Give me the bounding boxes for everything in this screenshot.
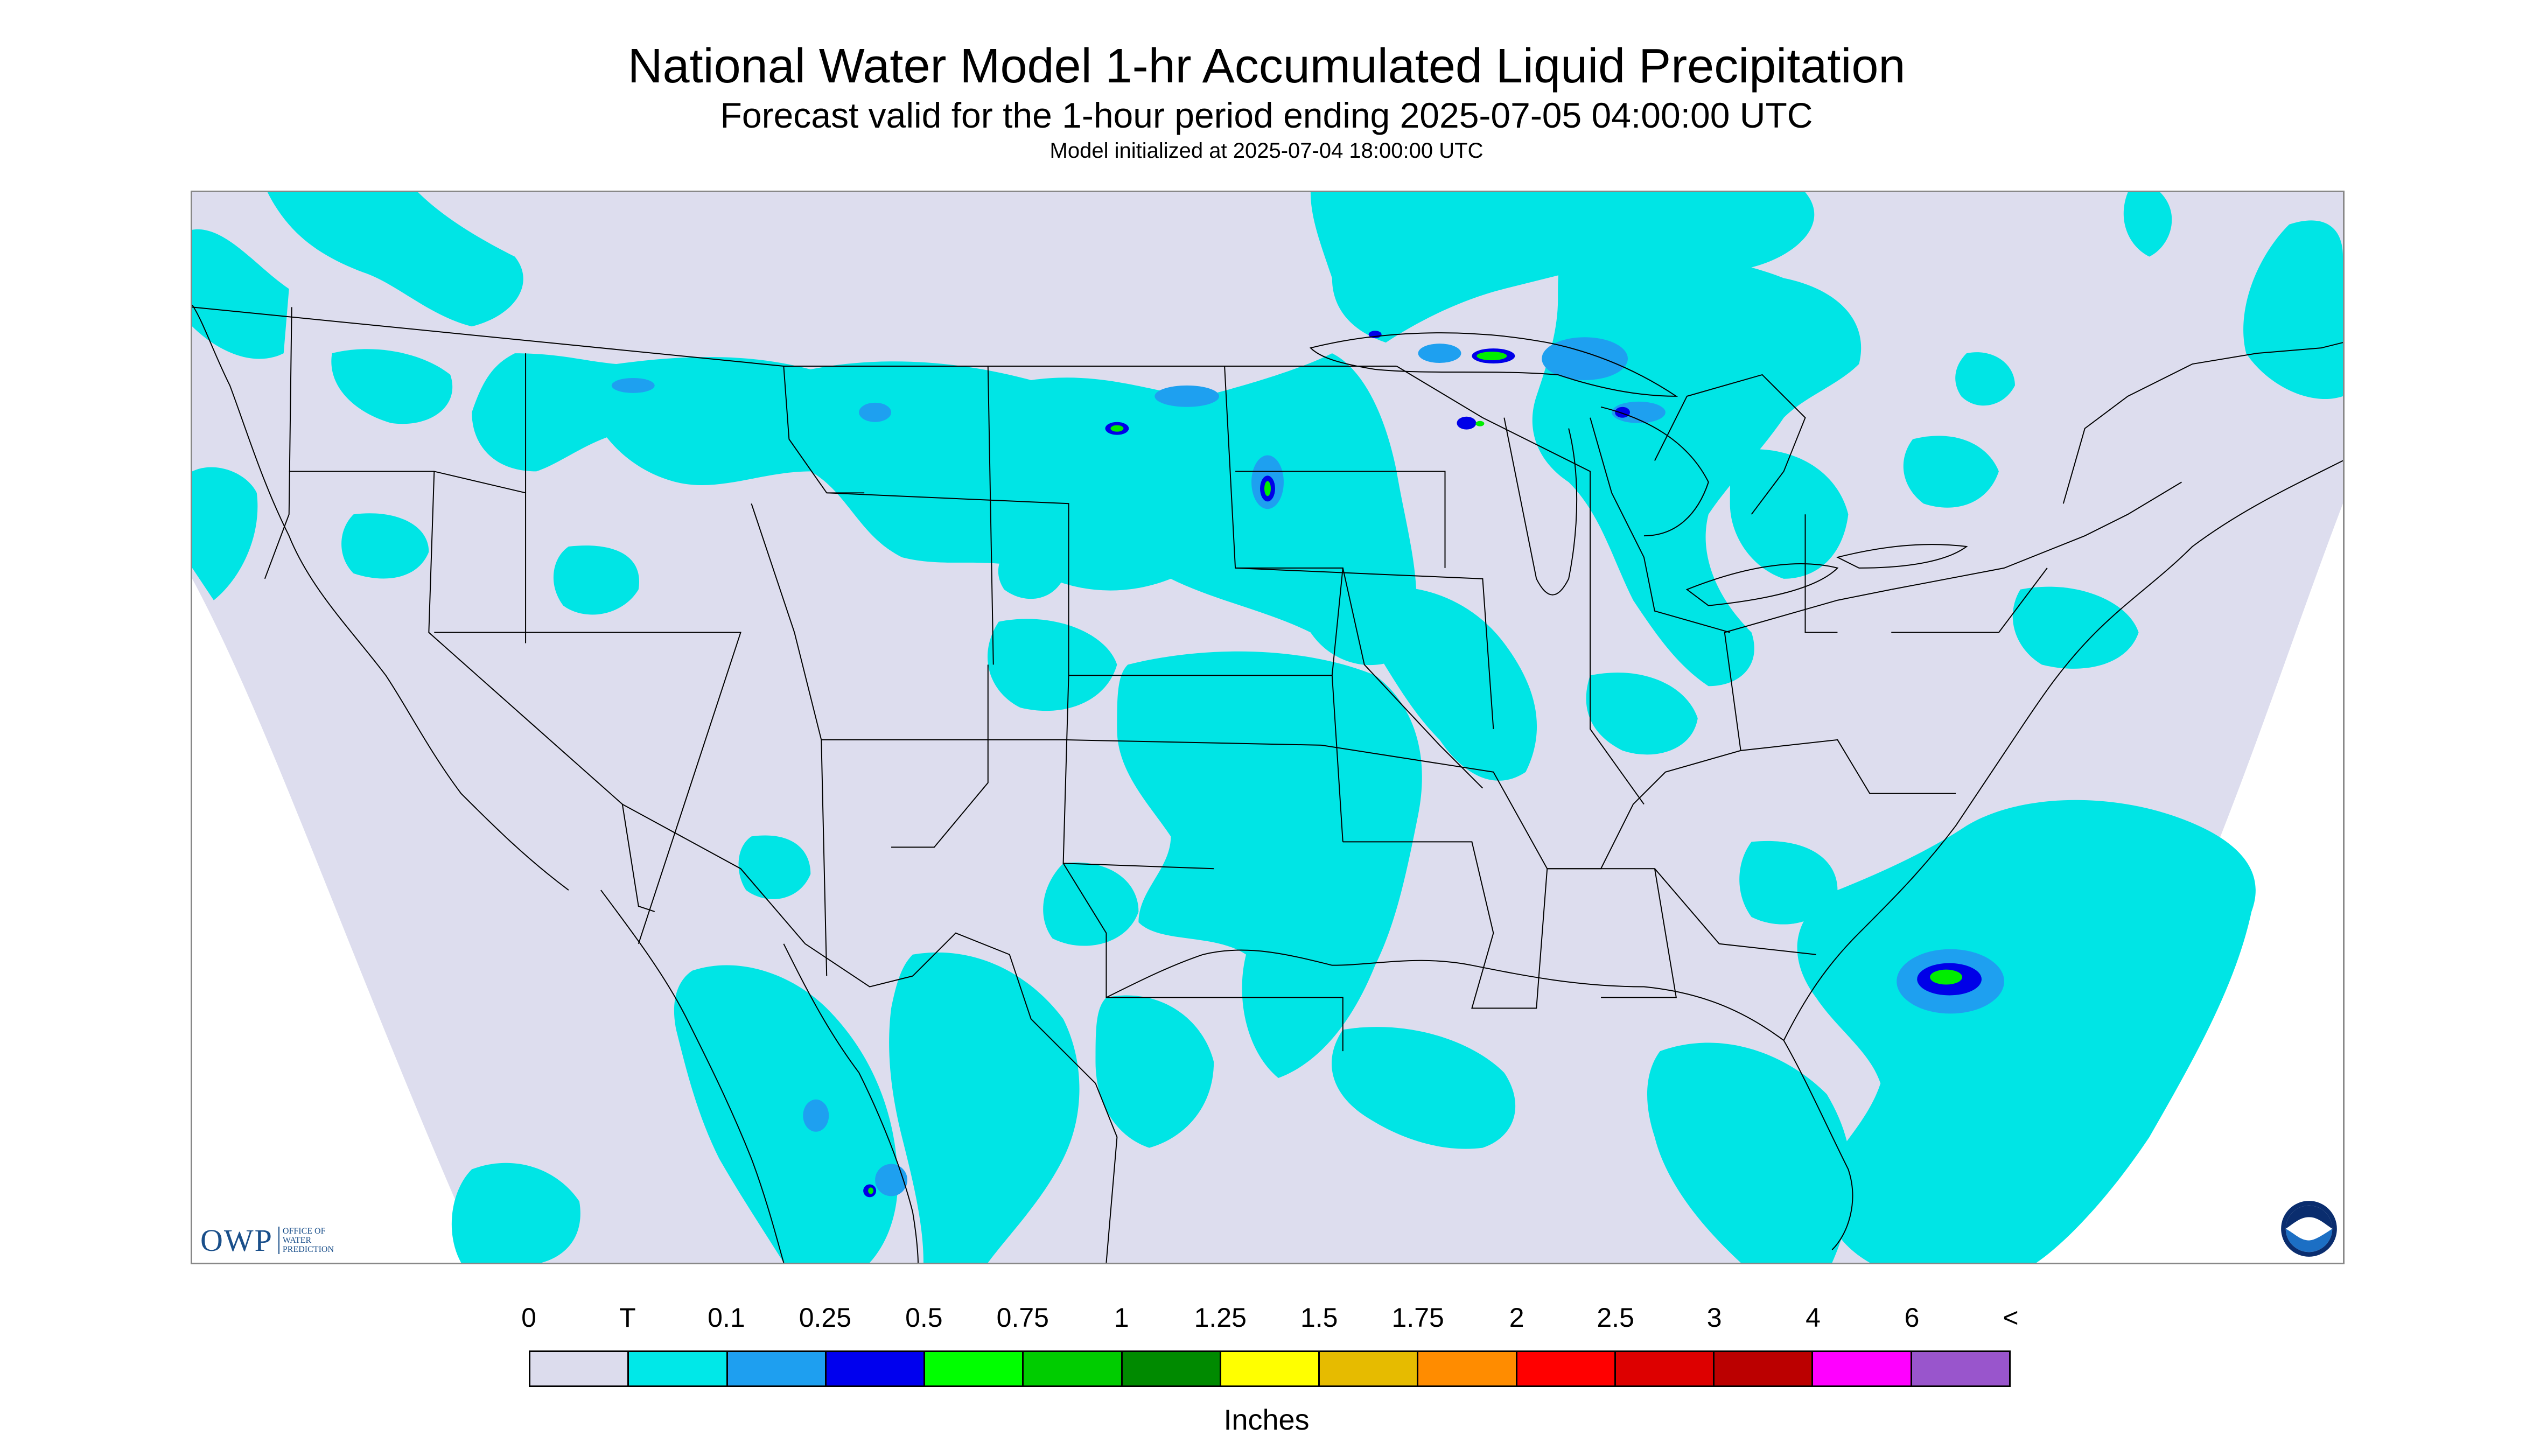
legend-label: 2 — [1509, 1303, 1524, 1333]
legend-units: Inches — [1223, 1404, 1310, 1436]
legend-label: 2.5 — [1597, 1303, 1634, 1333]
legend-labels: 0 T 0.1 0.25 0.5 0.75 1 1.25 1.5 1.75 2 2.5 3 4 6 < — [0, 1302, 2533, 1340]
legend-label: < — [2003, 1303, 2019, 1333]
legend-swatch — [1615, 1352, 1715, 1385]
legend-label: 0.5 — [905, 1303, 943, 1333]
legend-label: 1 — [1114, 1303, 1129, 1333]
svg-text:NOAA: NOAA — [2297, 1220, 2321, 1229]
precipitation-map — [191, 191, 2345, 1264]
state-boundaries — [192, 306, 2343, 1263]
noaa-logo: NOAA — [2281, 1201, 2337, 1257]
legend-swatch — [826, 1352, 926, 1385]
great-lakes — [1309, 332, 1968, 606]
legend-swatch — [1320, 1352, 1419, 1385]
owp-logo-text: OFFICE OF WATER PREDICTION — [278, 1226, 334, 1254]
legend-swatch — [1418, 1352, 1517, 1385]
legend-swatch — [727, 1352, 827, 1385]
legend-label: 0.75 — [996, 1303, 1049, 1333]
precip-heavy-areas — [868, 352, 1963, 1194]
legend-label: 1.25 — [1194, 1303, 1247, 1333]
coastlines — [192, 304, 2343, 1263]
legend-swatch — [1912, 1352, 2009, 1385]
legend-swatch — [1024, 1352, 1123, 1385]
chart-title: National Water Model 1-hr Accumulated Li… — [627, 39, 1906, 93]
legend-swatch — [925, 1352, 1024, 1385]
legend-swatch — [530, 1352, 629, 1385]
legend-label: 3 — [1706, 1303, 1722, 1333]
chart-subtitle: Forecast valid for the 1-hour period end… — [720, 95, 1813, 135]
legend-swatch — [1221, 1352, 1320, 1385]
legend-swatch — [1517, 1352, 1616, 1385]
legend-label: 0.25 — [799, 1303, 852, 1333]
legend-swatch — [1813, 1352, 1912, 1385]
legend-label: 1.75 — [1391, 1303, 1444, 1333]
model-init-time: Model initialized at 2025-07-04 18:00:00… — [1049, 139, 1484, 163]
legend-color-bar — [529, 1350, 2011, 1387]
legend-label: 6 — [1904, 1303, 1920, 1333]
owp-logo: OWP OFFICE OF WATER PREDICTION — [200, 1221, 334, 1259]
legend-label: T — [619, 1303, 636, 1333]
legend-swatch — [1715, 1352, 1814, 1385]
legend-swatch — [629, 1352, 728, 1385]
map-canvas — [192, 192, 2343, 1263]
legend-swatch — [1122, 1352, 1221, 1385]
owp-logo-mark: OWP — [200, 1222, 273, 1258]
legend-label: 1.5 — [1300, 1303, 1338, 1333]
legend-label: 0.1 — [708, 1303, 745, 1333]
legend-label: 4 — [1806, 1303, 1821, 1333]
legend-label: 0 — [521, 1303, 536, 1333]
